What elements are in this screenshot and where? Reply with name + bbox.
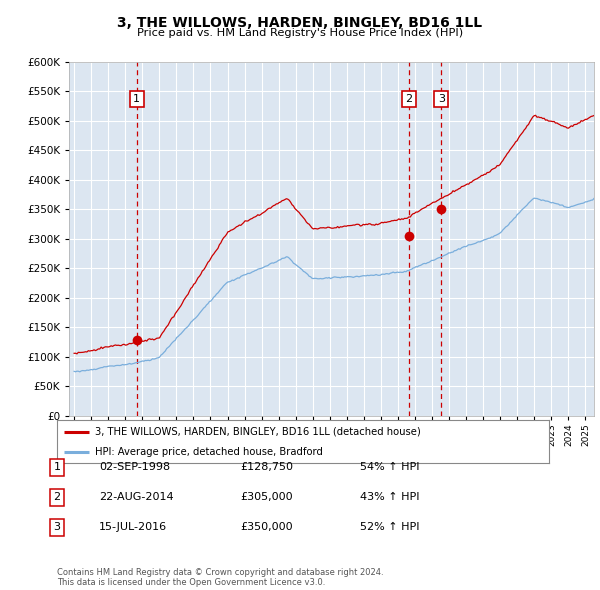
Text: Contains HM Land Registry data © Crown copyright and database right 2024.
This d: Contains HM Land Registry data © Crown c… [57, 568, 383, 587]
Text: 54% ↑ HPI: 54% ↑ HPI [360, 463, 419, 472]
Text: 1: 1 [53, 463, 61, 472]
Text: HPI: Average price, detached house, Bradford: HPI: Average price, detached house, Brad… [95, 447, 323, 457]
Text: 52% ↑ HPI: 52% ↑ HPI [360, 523, 419, 532]
Text: 2: 2 [406, 94, 412, 104]
Text: 2: 2 [53, 493, 61, 502]
Text: £305,000: £305,000 [240, 493, 293, 502]
Text: 3, THE WILLOWS, HARDEN, BINGLEY, BD16 1LL (detached house): 3, THE WILLOWS, HARDEN, BINGLEY, BD16 1L… [95, 427, 421, 437]
Text: 3: 3 [53, 523, 61, 532]
Text: 43% ↑ HPI: 43% ↑ HPI [360, 493, 419, 502]
Text: 3, THE WILLOWS, HARDEN, BINGLEY, BD16 1LL: 3, THE WILLOWS, HARDEN, BINGLEY, BD16 1L… [118, 16, 482, 30]
Text: 3: 3 [438, 94, 445, 104]
Text: 02-SEP-1998: 02-SEP-1998 [99, 463, 170, 472]
Text: Price paid vs. HM Land Registry's House Price Index (HPI): Price paid vs. HM Land Registry's House … [137, 28, 463, 38]
Text: £128,750: £128,750 [240, 463, 293, 472]
Text: 15-JUL-2016: 15-JUL-2016 [99, 523, 167, 532]
Text: 1: 1 [133, 94, 140, 104]
Text: 22-AUG-2014: 22-AUG-2014 [99, 493, 173, 502]
Text: £350,000: £350,000 [240, 523, 293, 532]
